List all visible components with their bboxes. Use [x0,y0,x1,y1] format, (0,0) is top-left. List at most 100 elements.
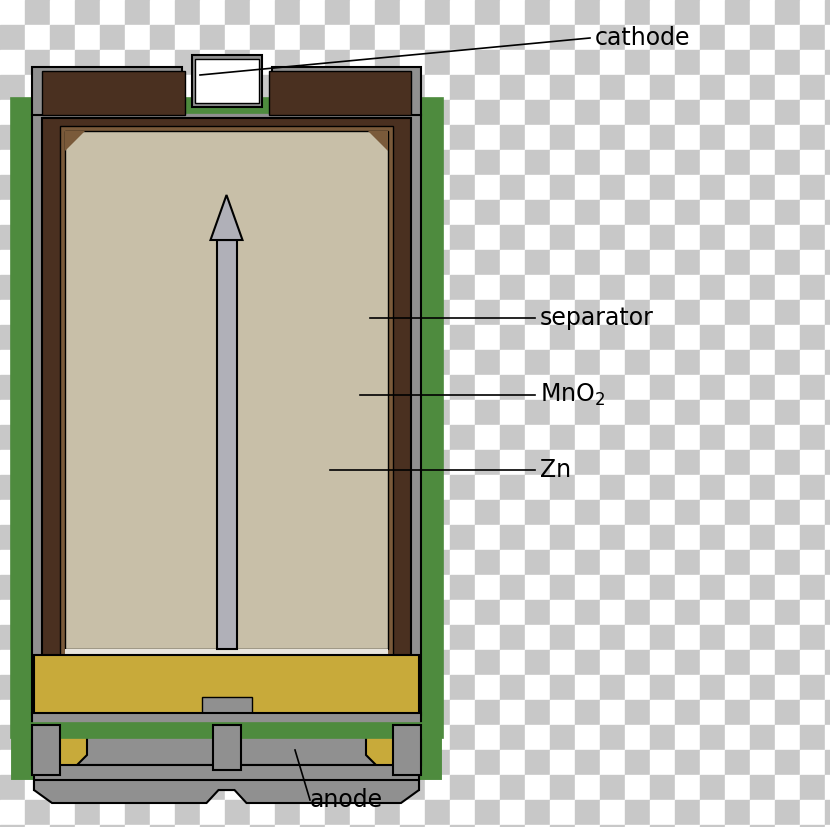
Bar [325,550,350,575]
Bar [225,825,250,827]
Bar [500,600,525,625]
Bar [150,575,175,600]
Bar [225,225,250,250]
Bar [125,625,150,650]
Bar [250,675,275,700]
Bar [425,325,450,350]
Bar [250,425,275,450]
Bar [600,250,625,275]
Bar [250,250,275,275]
Bar [375,400,400,425]
Bar [550,100,575,125]
Bar [625,225,650,250]
Bar [325,350,350,375]
Bar [825,225,830,250]
Bar [750,100,775,125]
Bar [32,725,421,765]
Bar [125,725,150,750]
Bar [800,750,825,775]
Bar [0,625,25,650]
Bar [225,500,250,525]
Bar [650,600,675,625]
Bar [25,50,50,75]
Bar [425,0,450,25]
Bar [675,350,700,375]
Bar [725,750,750,775]
Bar [750,25,775,50]
Bar [550,325,575,350]
Polygon shape [366,727,419,775]
Bar [100,425,125,450]
Bar [475,25,500,50]
Bar [400,200,425,225]
Bar [50,250,75,275]
Bar [250,225,275,250]
Bar [0,25,25,50]
Bar [175,725,200,750]
Bar [275,650,300,675]
Bar [0,725,25,750]
Bar [525,800,550,825]
Bar [575,350,600,375]
Bar [575,675,600,700]
Bar [425,750,450,775]
Bar [475,225,500,250]
Bar [575,550,600,575]
Bar [775,675,800,700]
Bar [400,600,425,625]
Bar [150,200,175,225]
Bar [700,275,725,300]
Bar [175,750,200,775]
Bar [18,105,435,730]
Bar [200,775,225,800]
Bar [575,250,600,275]
Bar [575,375,600,400]
Bar [525,650,550,675]
Bar [450,750,475,775]
Bar [150,650,175,675]
Bar [0,350,25,375]
Bar [700,775,725,800]
Bar [450,250,475,275]
Bar [350,125,375,150]
Bar [425,425,450,450]
Bar [175,350,200,375]
Bar [725,550,750,575]
Bar [425,300,450,325]
Bar [750,225,775,250]
Bar [175,0,200,25]
Bar [500,700,525,725]
Bar [25,425,50,450]
Bar [125,650,150,675]
Bar [50,625,75,650]
Bar [550,350,575,375]
Bar [325,375,350,400]
Bar [425,775,450,800]
Bar [275,625,300,650]
Bar [325,400,350,425]
Bar [175,50,200,75]
Bar [775,825,800,827]
Bar [575,725,600,750]
Bar [32,725,60,775]
Bar [700,550,725,575]
Bar [375,100,400,125]
Bar [800,250,825,275]
Bar [150,725,175,750]
Bar [25,200,50,225]
Bar [500,175,525,200]
Bar [450,300,475,325]
Bar [425,650,450,675]
Bar [300,50,325,75]
Bar [75,475,100,500]
Bar [650,150,675,175]
Bar [625,25,650,50]
Bar [125,300,150,325]
Bar [800,300,825,325]
Bar [100,450,125,475]
Bar [600,325,625,350]
Bar [325,775,350,800]
Bar [750,275,775,300]
Bar [175,450,200,475]
Bar [650,425,675,450]
